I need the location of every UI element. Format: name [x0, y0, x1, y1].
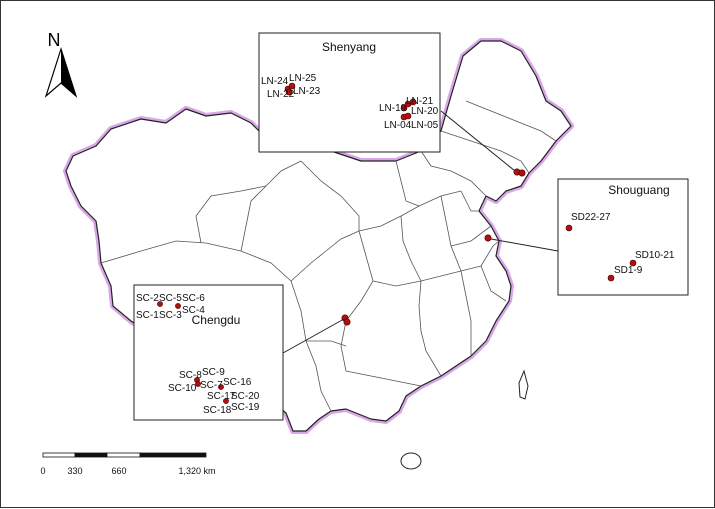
taiwan-island: [518, 369, 529, 400]
site-label: SC-17: [207, 391, 236, 402]
site-label: SC-19: [231, 402, 260, 413]
site-label: SC-20: [231, 391, 260, 402]
site-label: SD1-9: [614, 265, 643, 276]
site-label: SC-3: [159, 310, 182, 321]
site-label: SC-7: [200, 380, 223, 391]
site-label: SC-6: [182, 293, 205, 304]
site-label: LN-05: [411, 120, 439, 131]
inset-shouguang-title: Shouguang: [608, 183, 669, 197]
site-label: LN-25: [289, 73, 317, 84]
site-label: LN-04: [384, 120, 412, 131]
scale-tick-label: 1,320 km: [178, 466, 215, 476]
inset-chengdu-title: Chengdu: [192, 313, 241, 327]
scale-tick-label: 0: [40, 466, 45, 476]
site-label: LN-20: [411, 106, 439, 117]
site-label: LN-23: [293, 86, 321, 97]
site-label: SD22-27: [571, 212, 611, 223]
province-boundaries: [100, 100, 557, 412]
scale-tick-label: 330: [67, 466, 82, 476]
inset-shenyang-title: Shenyang: [322, 40, 376, 54]
hainan-island: [400, 452, 422, 470]
inset-shouguang: Shouguang SD22-27 SD10-21 SD1-9: [557, 178, 689, 296]
scale-tick-label: 660: [111, 466, 126, 476]
site-label: SC-4: [182, 305, 205, 316]
chengdu-dot-b: [343, 318, 351, 326]
north-label: N: [48, 30, 61, 50]
site-label: SC-5: [159, 293, 182, 304]
shouguang-dot: [484, 234, 492, 242]
site-label: SC-18: [203, 405, 232, 416]
connector-lines: [282, 110, 559, 354]
site-label: SC-16: [223, 377, 252, 388]
site-label: SD10-21: [635, 250, 675, 261]
site-label: SC-10: [168, 383, 197, 394]
site-label: SC-2: [136, 293, 159, 304]
site-label: SC-8: [179, 370, 202, 381]
sample-dots-main: [341, 168, 526, 326]
site-label: SC-9: [202, 367, 225, 378]
site-label: LN-24: [261, 76, 289, 87]
inset-chengdu: Chengdu SC-2 SC-5 SC-6 SC-1 SC-3 SC-4 SC…: [133, 284, 284, 421]
site-label: SC-1: [136, 310, 159, 321]
shenyang-dot-b: [518, 169, 526, 177]
site-label: LN-21: [406, 96, 434, 107]
north-arrow: N: [44, 30, 78, 98]
inset-shenyang: Shenyang LN-24 LN-25 LN-22 LN-23 LN-21 L…: [258, 32, 441, 153]
site-label: LN-22: [267, 89, 295, 100]
site-label: LN-19: [379, 103, 407, 114]
scale-bar: 0 330 660 1,320 km: [40, 452, 216, 476]
